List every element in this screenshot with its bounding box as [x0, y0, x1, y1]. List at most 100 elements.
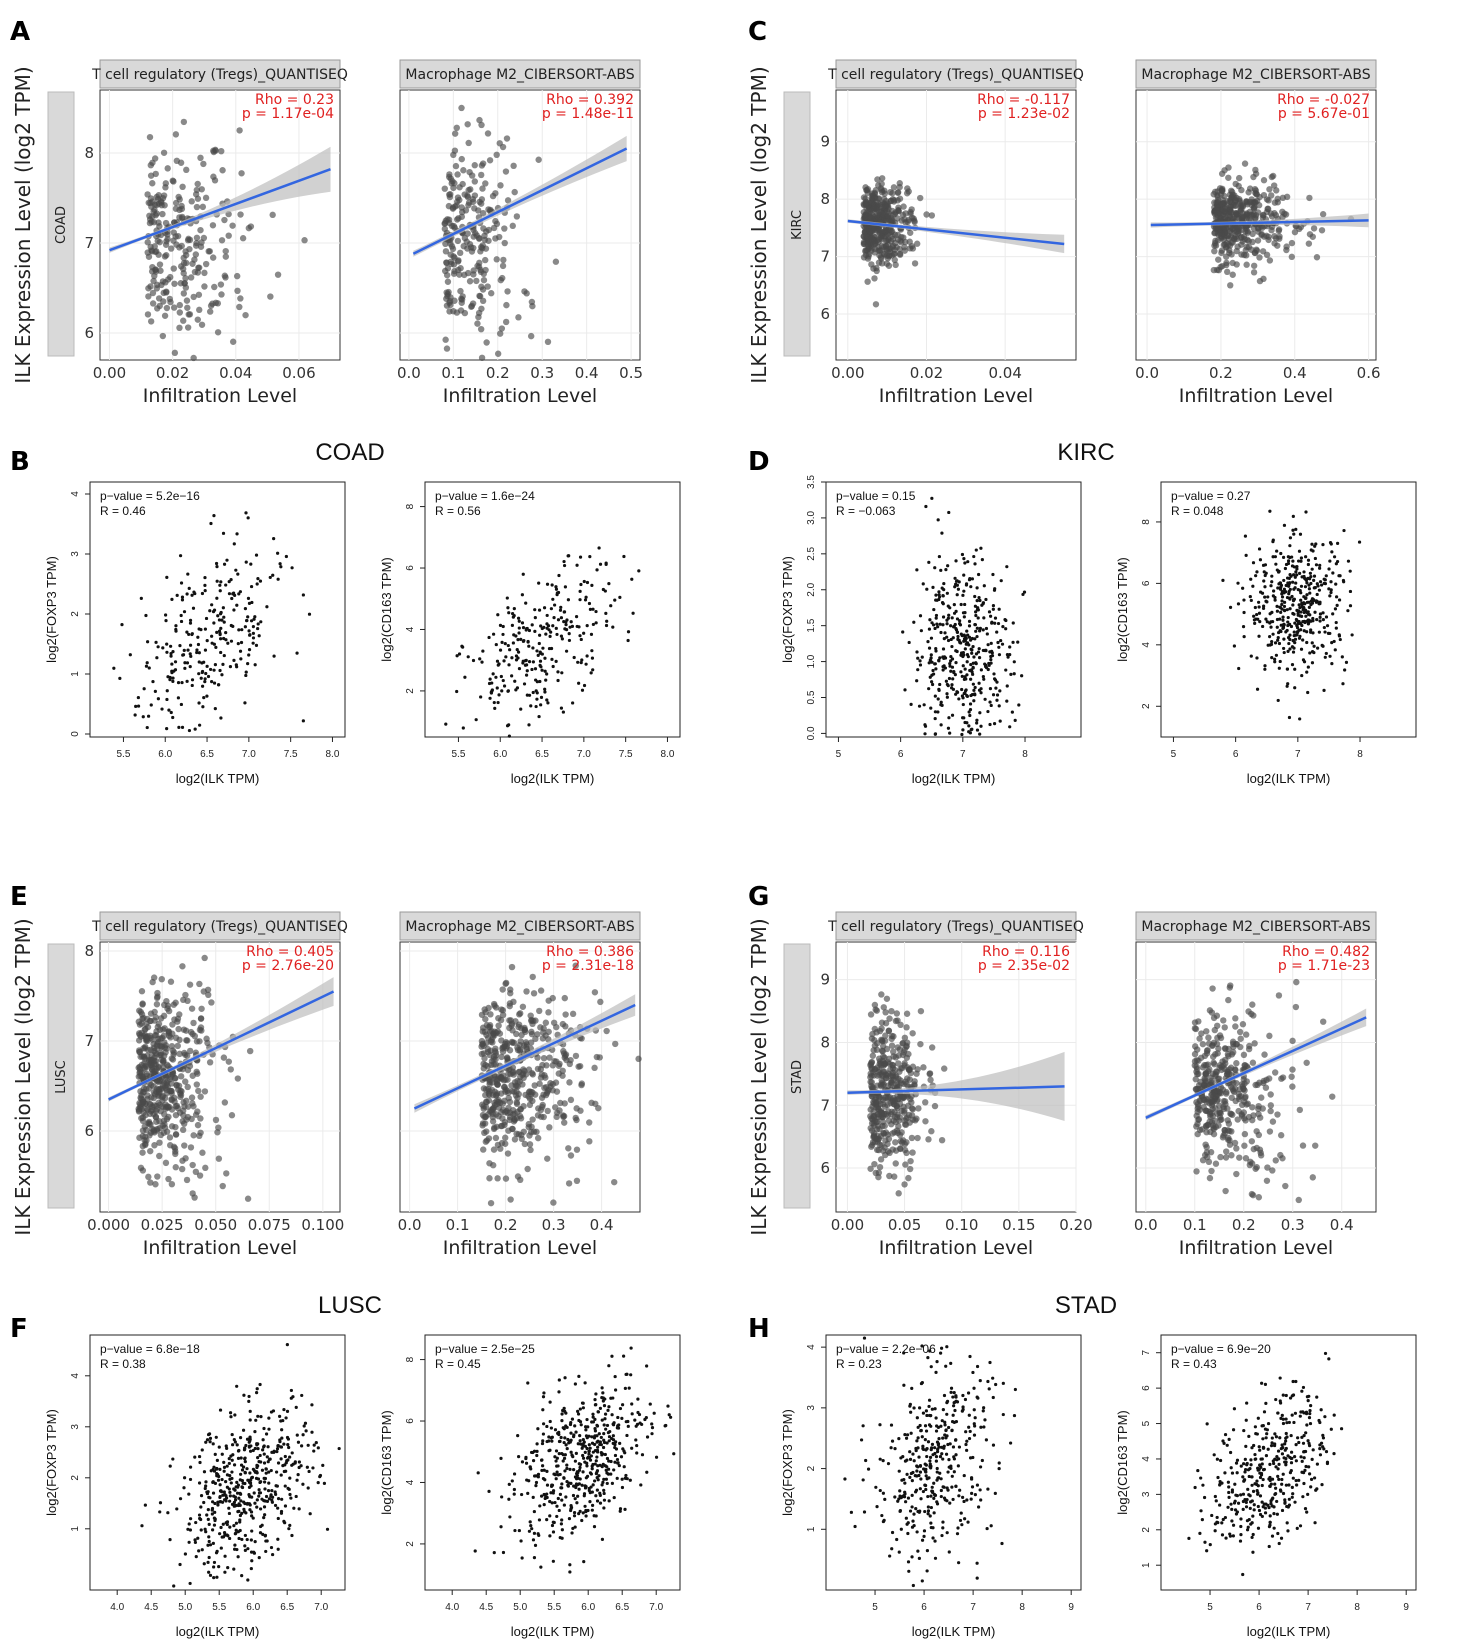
data-point — [1293, 667, 1297, 671]
data-point — [1247, 211, 1254, 219]
data-point — [182, 1078, 189, 1085]
data-point — [234, 568, 238, 572]
data-point — [997, 704, 1001, 708]
data-point — [1301, 638, 1305, 642]
data-point — [190, 678, 195, 682]
data-point — [501, 1121, 508, 1129]
data-point — [1236, 1028, 1244, 1036]
data-point — [1227, 233, 1235, 240]
data-point — [228, 664, 233, 669]
data-point — [544, 678, 548, 682]
data-point — [1260, 177, 1268, 184]
data-point — [147, 195, 155, 202]
data-point — [1270, 656, 1274, 660]
data-point — [902, 210, 909, 217]
data-point — [193, 727, 197, 731]
data-point — [603, 1027, 610, 1035]
timer-ylabel: ILK Expression Level (log2 TPM) — [747, 66, 771, 383]
data-point — [498, 1053, 505, 1061]
data-point — [1191, 1019, 1199, 1026]
data-point — [1226, 203, 1234, 210]
data-point — [207, 1539, 211, 1544]
data-point — [176, 1109, 184, 1116]
data-point — [913, 240, 921, 247]
data-point — [451, 254, 458, 261]
data-point — [492, 217, 499, 225]
data-point — [296, 1472, 300, 1477]
data-point — [1200, 1096, 1207, 1103]
data-point — [933, 694, 937, 698]
data-point — [512, 607, 516, 611]
data-point — [1322, 577, 1326, 581]
data-point — [876, 1027, 884, 1035]
plot-area — [825, 481, 1082, 738]
data-point — [995, 693, 1000, 697]
data-point — [218, 668, 222, 673]
data-point — [1248, 595, 1252, 599]
x-tick-label: 6 — [898, 749, 904, 760]
data-point — [975, 721, 979, 725]
data-point — [229, 338, 237, 345]
data-point — [247, 648, 252, 652]
data-point — [201, 1088, 209, 1095]
data-point — [188, 618, 193, 623]
data-point — [514, 654, 519, 658]
data-point — [477, 268, 485, 276]
data-point — [164, 1083, 171, 1090]
data-point — [930, 621, 934, 625]
data-point — [940, 601, 945, 605]
data-point — [1211, 204, 1218, 211]
data-point — [555, 632, 559, 637]
data-point — [1308, 571, 1312, 575]
data-point — [507, 1196, 514, 1203]
data-point — [491, 632, 496, 636]
x-tick-label: 0.20 — [1059, 1216, 1092, 1234]
data-point — [197, 1015, 205, 1022]
data-point — [937, 597, 941, 602]
data-point — [222, 274, 229, 281]
data-point — [549, 607, 553, 611]
data-point — [146, 714, 151, 718]
data-point — [188, 198, 195, 205]
data-point — [903, 1024, 910, 1031]
data-point — [867, 1124, 874, 1132]
data-point — [505, 1070, 512, 1077]
data-point — [1266, 643, 1270, 647]
data-point — [1236, 602, 1241, 606]
data-point — [1269, 172, 1277, 180]
y-tick-label: 7 — [820, 1096, 830, 1114]
data-point — [509, 222, 516, 230]
data-point — [145, 1173, 152, 1181]
x-axis-label: Infiltration Level — [143, 385, 297, 407]
data-point — [1305, 600, 1309, 604]
gepia-subplot-cd163: p−value = 1.6e−24R = 0.565.5 6.0 6.5 7.0 7.5… — [379, 481, 681, 786]
data-point — [969, 647, 973, 651]
data-point — [550, 1199, 557, 1206]
data-point — [1252, 214, 1259, 222]
data-point — [880, 1004, 887, 1011]
data-point — [929, 706, 933, 710]
data-point — [561, 1054, 568, 1061]
data-point — [193, 1081, 201, 1088]
data-point — [516, 637, 520, 642]
data-point — [215, 579, 219, 583]
y-tick-label: 6 — [820, 305, 830, 323]
data-point — [971, 661, 975, 665]
data-point — [930, 680, 934, 684]
data-point — [1205, 1158, 1213, 1166]
data-point — [1298, 717, 1302, 721]
data-point — [864, 278, 871, 285]
data-point — [505, 724, 510, 728]
data-point — [530, 990, 538, 997]
data-point — [1013, 718, 1017, 722]
data-point — [961, 728, 965, 732]
data-point — [146, 640, 150, 644]
data-point — [569, 620, 573, 624]
data-point — [943, 666, 948, 670]
data-point — [140, 1098, 147, 1106]
data-point — [872, 187, 880, 194]
data-point — [214, 329, 222, 336]
data-point — [578, 598, 582, 602]
data-point — [182, 1027, 190, 1034]
data-point — [141, 1123, 148, 1130]
